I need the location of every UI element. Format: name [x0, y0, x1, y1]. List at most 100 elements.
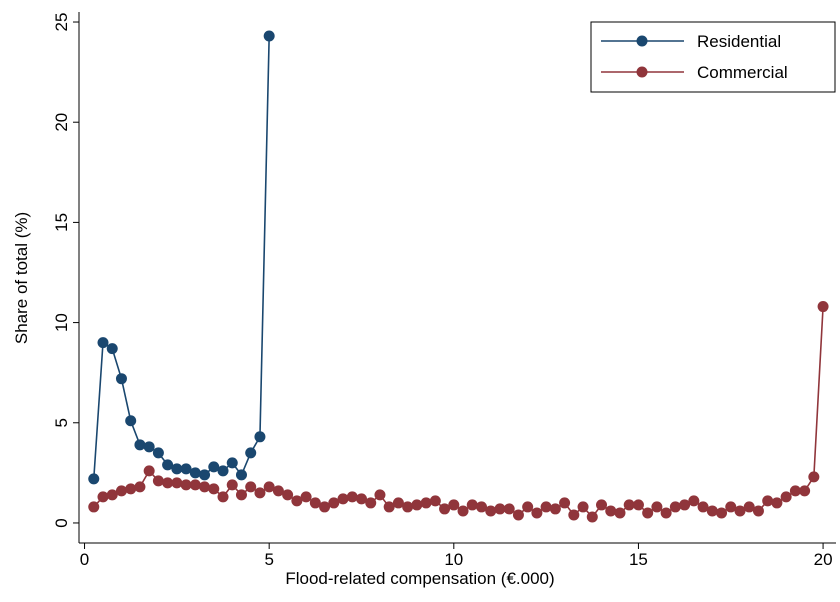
x-tick-label: 10 — [444, 550, 463, 569]
marker — [171, 463, 183, 475]
marker — [235, 489, 247, 501]
marker — [263, 30, 275, 42]
marker — [808, 471, 820, 483]
marker — [817, 301, 829, 313]
marker — [660, 507, 672, 519]
marker — [309, 497, 321, 509]
marker — [402, 501, 414, 513]
marker — [115, 373, 127, 385]
marker — [162, 477, 174, 489]
marker — [762, 495, 774, 507]
marker — [734, 505, 746, 517]
marker — [716, 507, 728, 519]
marker — [383, 501, 395, 513]
marker — [512, 509, 524, 521]
marker — [226, 457, 238, 469]
marker — [771, 497, 783, 509]
marker — [152, 475, 164, 487]
marker — [272, 485, 284, 497]
marker — [189, 479, 201, 491]
marker — [448, 499, 460, 511]
marker — [125, 483, 137, 495]
marker — [226, 479, 238, 491]
marker — [208, 483, 220, 495]
marker — [540, 501, 552, 513]
legend-marker — [636, 35, 648, 47]
marker — [752, 505, 764, 517]
marker — [355, 493, 367, 505]
marker — [494, 503, 506, 515]
marker — [134, 481, 146, 493]
marker — [679, 499, 691, 511]
marker — [586, 511, 598, 523]
marker — [799, 485, 811, 497]
marker — [97, 491, 109, 503]
marker — [180, 463, 192, 475]
marker — [346, 491, 358, 503]
marker — [392, 497, 404, 509]
marker — [152, 447, 164, 459]
legend-box — [590, 21, 836, 93]
legend-marker — [636, 66, 648, 78]
marker — [235, 469, 247, 481]
marker — [439, 503, 451, 515]
marker — [217, 465, 229, 477]
y-tick-label: 10 — [52, 313, 71, 332]
marker — [282, 489, 294, 501]
x-tick-label: 15 — [629, 550, 648, 569]
marker — [143, 441, 155, 453]
y-tick-label: 25 — [52, 13, 71, 32]
marker — [337, 493, 349, 505]
x-tick-label: 20 — [814, 550, 833, 569]
marker — [485, 505, 497, 517]
marker — [254, 431, 266, 443]
marker — [88, 473, 100, 485]
y-tick-label: 5 — [52, 418, 71, 427]
marker — [596, 499, 608, 511]
marker — [106, 343, 118, 355]
marker — [605, 505, 617, 517]
marker — [743, 501, 755, 513]
marker — [208, 461, 220, 473]
marker — [522, 501, 534, 513]
marker — [531, 507, 543, 519]
marker — [115, 485, 127, 497]
marker — [466, 499, 478, 511]
marker — [559, 497, 571, 509]
marker — [688, 495, 700, 507]
x-axis-label: Flood-related compensation (€.000) — [285, 569, 554, 588]
marker — [199, 469, 211, 481]
legend-label: Residential — [697, 32, 781, 51]
marker — [789, 485, 801, 497]
marker — [411, 499, 423, 511]
marker — [199, 481, 211, 493]
marker — [171, 477, 183, 489]
marker — [632, 499, 644, 511]
marker — [245, 447, 257, 459]
marker — [577, 501, 589, 513]
marker — [180, 479, 192, 491]
marker — [697, 501, 709, 513]
marker — [420, 497, 432, 509]
marker — [88, 501, 100, 513]
y-tick-label: 20 — [52, 113, 71, 132]
marker — [614, 507, 626, 519]
marker — [780, 491, 792, 503]
marker — [568, 509, 580, 521]
y-tick-label: 0 — [52, 518, 71, 527]
marker — [429, 495, 441, 507]
legend: Residential Commercial — [590, 21, 836, 93]
y-tick-label: 15 — [52, 213, 71, 232]
x-tick-label: 5 — [264, 550, 273, 569]
marker — [642, 507, 654, 519]
marker — [725, 501, 737, 513]
marker — [263, 481, 275, 493]
marker — [106, 489, 118, 501]
marker — [291, 495, 303, 507]
marker — [97, 337, 109, 349]
marker — [669, 501, 681, 513]
y-axis-label: Share of total (%) — [12, 212, 31, 344]
marker — [134, 439, 146, 451]
